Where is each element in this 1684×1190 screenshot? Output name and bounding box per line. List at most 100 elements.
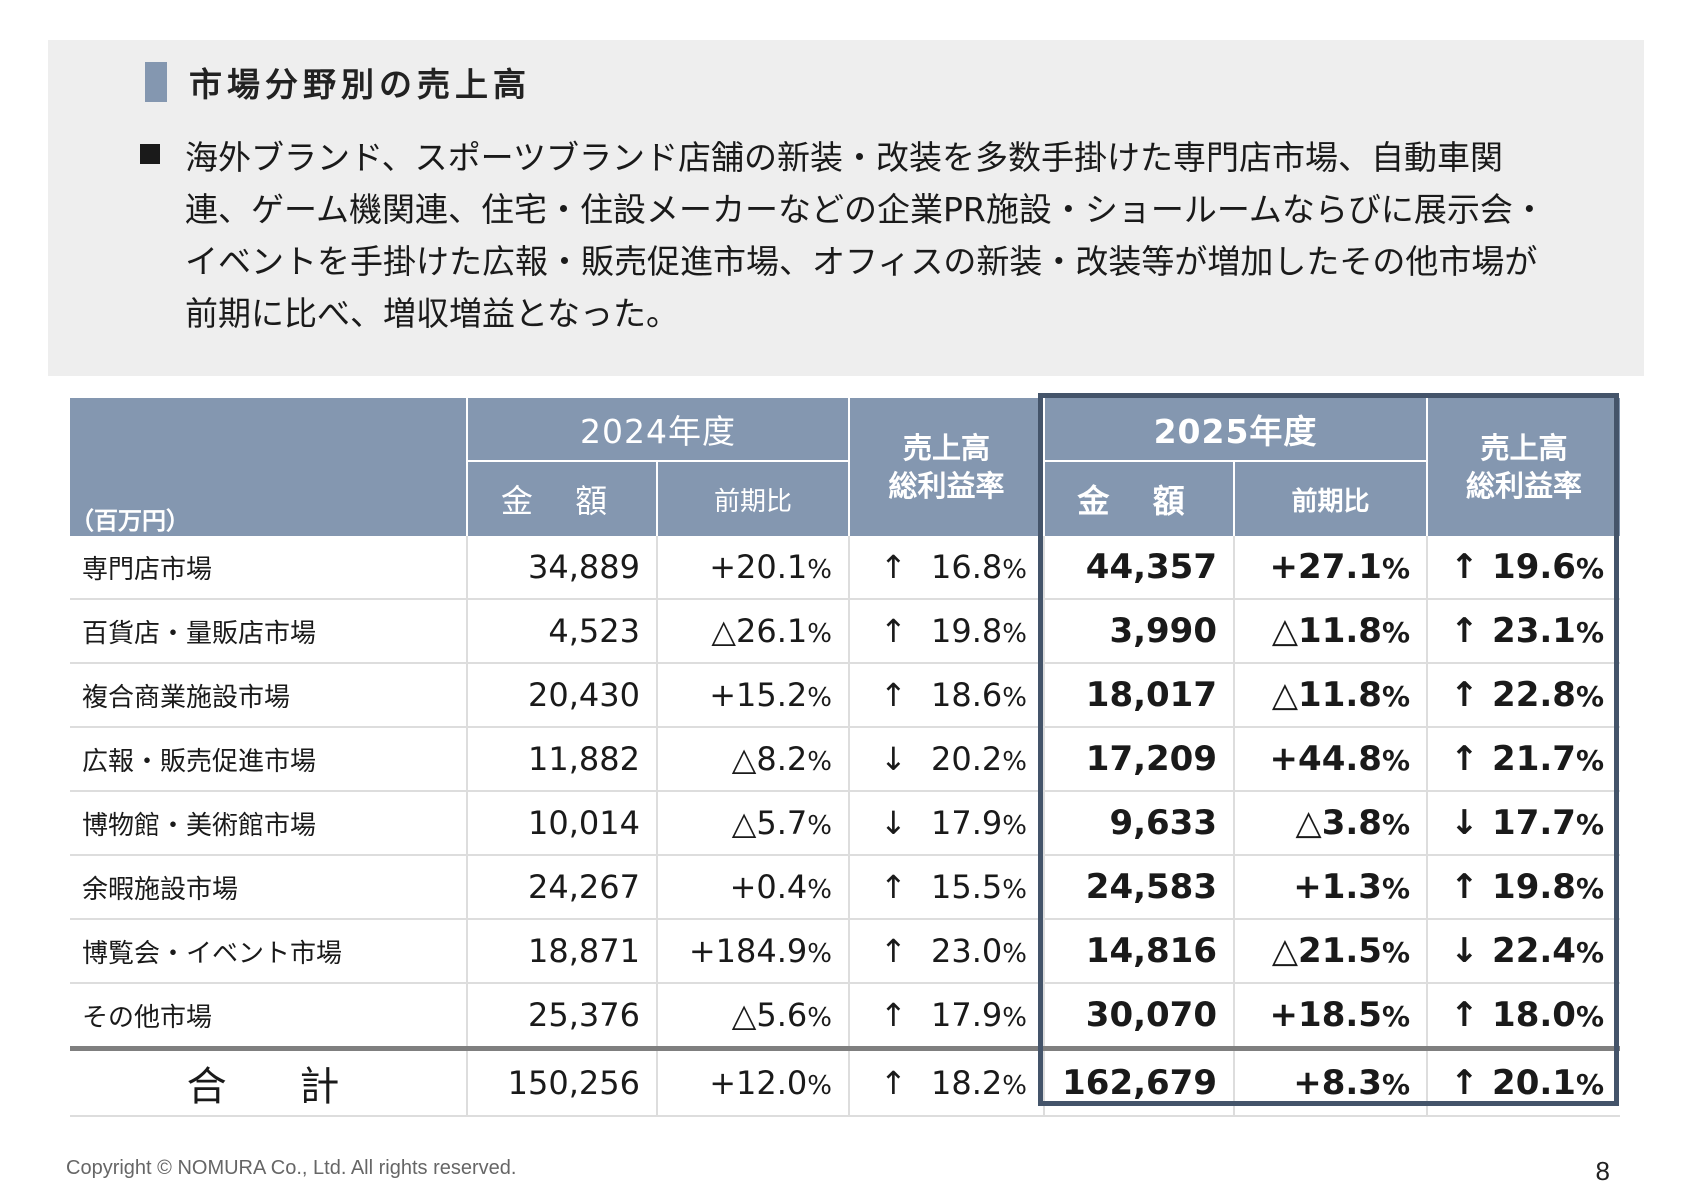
gross-margin-2024-header: 売上高 総利益率 (849, 398, 1045, 536)
yoy-value: +20.1 (709, 548, 808, 586)
summary-line: イベントを手掛けた広報・販売促進市場、オフィスの新装・改装等が増加したその他市場… (185, 242, 1538, 281)
amount-2024: 4,523 (467, 599, 658, 664)
yoy-2025: +18.5% (1234, 983, 1428, 1050)
unit-label: （百万円） (70, 398, 468, 536)
yoy-2024: +12.0% (657, 1046, 850, 1117)
market-name: 専門店市場 (70, 536, 468, 600)
percent-sign: % (807, 683, 832, 713)
margin-value: 21.7 (1492, 739, 1576, 779)
percent-sign: % (1575, 1068, 1604, 1101)
margin-value: 18.2 (931, 1064, 1003, 1102)
amount-2025: 162,679 (1044, 1046, 1235, 1117)
sales-by-market-table: （百万円） 2024年度 売上高 総利益率 2025年度 売上高 総利益率 金 … (70, 398, 1620, 1117)
margin-2025: ↑ 22.8% (1427, 663, 1620, 728)
yoy-value: +18.5 (1269, 995, 1382, 1035)
copyright-text: Copyright © NOMURA Co., Ltd. All rights … (66, 1157, 517, 1179)
amount-2025: 14,816 (1044, 919, 1235, 984)
percent-sign: % (1575, 808, 1604, 841)
amount-2025: 30,070 (1044, 983, 1235, 1050)
margin-2025: ↑ 18.0% (1427, 983, 1620, 1050)
table-row: 博物館・美術館市場 10,014 △5.7% ↓ 17.9% 9,633 △3.8… (70, 791, 1620, 856)
gross-margin-2025-header: 売上高 総利益率 (1427, 398, 1620, 536)
yoy-value: △26.1 (711, 612, 808, 650)
rate-header-line1: 売上高 (1480, 431, 1568, 465)
heading-title: 市場分野別の売上高 (189, 65, 531, 104)
total-row: 合 計 150,256 +12.0% ↑ 18.2% 162,679 +8.3% … (70, 1046, 1620, 1117)
margin-2024: ↑ 19.8% (849, 599, 1045, 664)
yoy-2025: +8.3% (1234, 1046, 1428, 1117)
yoy-value: +12.0 (709, 1064, 808, 1102)
summary-line: 前期に比べ、増収増益となった。 (185, 294, 680, 333)
trend-arrow-icon: ↑ (1450, 675, 1479, 715)
percent-sign: % (1002, 619, 1027, 649)
table-row: 博覧会・イベント市場 18,871 +184.9% ↑ 23.0% 14,816 … (70, 919, 1620, 984)
heading-accent-bar (145, 62, 167, 102)
yoy-value: △3.8 (1295, 803, 1382, 843)
yoy-2025: △11.8% (1234, 663, 1428, 728)
rate-header-line1: 売上高 (902, 431, 990, 465)
percent-sign: % (1575, 616, 1604, 649)
percent-sign: % (1575, 680, 1604, 713)
table-row: 余暇施設市場 24,267 +0.4% ↑ 15.5% 24,583 +1.3% … (70, 855, 1620, 920)
yoy-value: +1.3 (1293, 867, 1382, 907)
margin-value: 18.0 (1492, 995, 1576, 1035)
amount-2025: 24,583 (1044, 855, 1235, 920)
trend-arrow-icon: ↑ (880, 1064, 907, 1102)
trend-arrow-icon: ↓ (880, 740, 907, 778)
amount-2024: 18,871 (467, 919, 658, 984)
yoy-2024: △5.7% (657, 791, 850, 856)
percent-sign: % (1381, 936, 1410, 969)
margin-2025: ↑ 21.7% (1427, 727, 1620, 792)
market-name: 余暇施設市場 (70, 855, 468, 920)
yoy-2024: +0.4% (657, 855, 850, 920)
margin-2024: ↑ 23.0% (849, 919, 1045, 984)
total-label: 合 計 (70, 1046, 468, 1117)
margin-value: 23.0 (931, 932, 1003, 970)
trend-arrow-icon: ↑ (880, 548, 907, 586)
margin-2025: ↑ 19.8% (1427, 855, 1620, 920)
percent-sign: % (807, 747, 832, 777)
yoy-2025: △11.8% (1234, 599, 1428, 664)
summary-panel (48, 40, 1644, 376)
yoy-2025: △3.8% (1234, 791, 1428, 856)
amount-2024: 10,014 (467, 791, 658, 856)
percent-sign: % (807, 1071, 832, 1101)
margin-2024: ↓ 20.2% (849, 727, 1045, 792)
percent-sign: % (807, 1003, 832, 1033)
yoy-value: +15.2 (709, 676, 808, 714)
market-name: 広報・販売促進市場 (70, 727, 468, 792)
table-row: 広報・販売促進市場 11,882 △8.2% ↓ 20.2% 17,209 +44… (70, 727, 1620, 792)
amount-2024: 20,430 (467, 663, 658, 728)
amount-2024: 25,376 (467, 983, 658, 1050)
percent-sign: % (1381, 872, 1410, 905)
margin-value: 17.9 (931, 996, 1003, 1034)
percent-sign: % (1575, 552, 1604, 585)
percent-sign: % (1002, 811, 1027, 841)
percent-sign: % (1002, 1003, 1027, 1033)
trend-arrow-icon: ↑ (880, 868, 907, 906)
percent-sign: % (1002, 747, 1027, 777)
percent-sign: % (1002, 939, 1027, 969)
yoy-2024: +184.9% (657, 919, 850, 984)
rate-header-line2: 総利益率 (888, 469, 1005, 503)
percent-sign: % (807, 811, 832, 841)
percent-sign: % (807, 619, 832, 649)
margin-value: 23.1 (1492, 611, 1576, 651)
amount-2024: 11,882 (467, 727, 658, 792)
margin-2024: ↑ 16.8% (849, 536, 1045, 600)
margin-2025: ↑ 23.1% (1427, 599, 1620, 664)
percent-sign: % (1002, 1071, 1027, 1101)
amount-2024: 150,256 (467, 1046, 658, 1117)
margin-value: 16.8 (931, 548, 1003, 586)
table-row: 百貨店・量販店市場 4,523 △26.1% ↑ 19.8% 3,990 △11.… (70, 599, 1620, 664)
trend-arrow-icon: ↑ (1450, 995, 1479, 1035)
margin-value: 20.2 (931, 740, 1003, 778)
yoy-value: △5.7 (731, 804, 808, 842)
yoy-value: △11.8 (1271, 675, 1382, 715)
percent-sign: % (1002, 875, 1027, 905)
yoy-2024-header: 前期比 (657, 461, 850, 536)
yoy-2024: +15.2% (657, 663, 850, 728)
table-body: 専門店市場 34,889 +20.1% ↑ 16.8% 44,357 +27.1%… (70, 536, 1620, 1117)
margin-value: 17.7 (1492, 803, 1576, 843)
sales-table-wrapper: （百万円） 2024年度 売上高 総利益率 2025年度 売上高 総利益率 金 … (70, 398, 1620, 1117)
